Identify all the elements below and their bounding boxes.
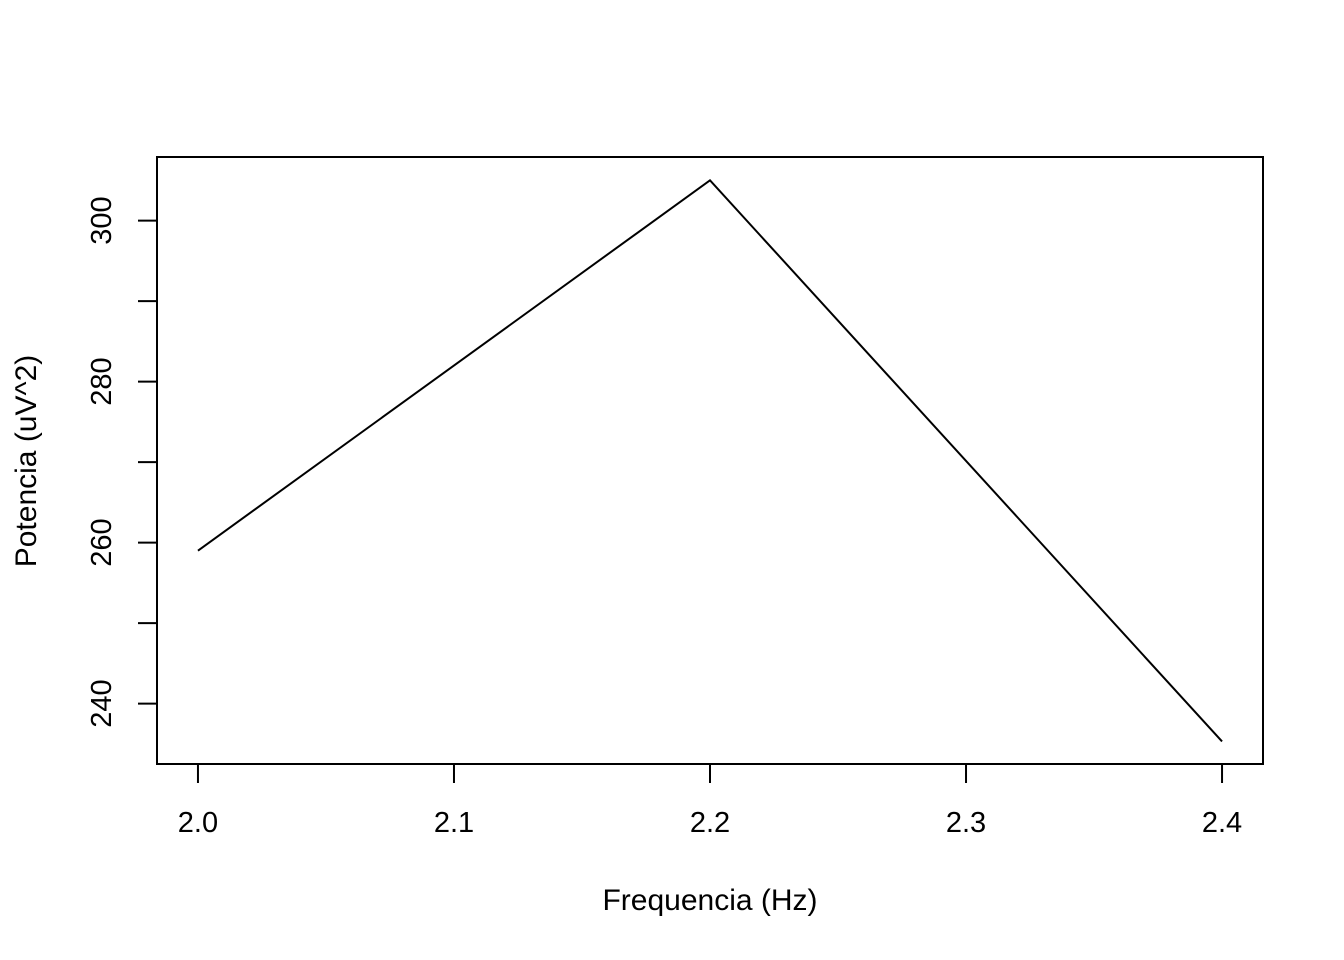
y-tick-label: 240 (86, 679, 118, 727)
x-tick-label: 2.1 (434, 807, 474, 839)
y-tick-label: 260 (86, 518, 118, 566)
y-axis: 240 260 280 300 (86, 196, 157, 728)
y-axis-title: Potencia (uV^2) (10, 355, 43, 568)
x-tick-label: 2.3 (946, 807, 986, 839)
series-line (197, 179, 1223, 743)
x-tick-label: 2.2 (690, 807, 730, 839)
x-tick-label: 2.4 (1202, 807, 1242, 839)
x-axis-title: Frequencia (Hz) (602, 884, 817, 917)
y-tick-label: 280 (86, 357, 118, 405)
y-tick-label: 300 (86, 196, 118, 244)
x-tick-label: 2.0 (178, 807, 218, 839)
x-axis: 2.0 2.1 2.2 2.3 2.4 (178, 764, 1242, 839)
